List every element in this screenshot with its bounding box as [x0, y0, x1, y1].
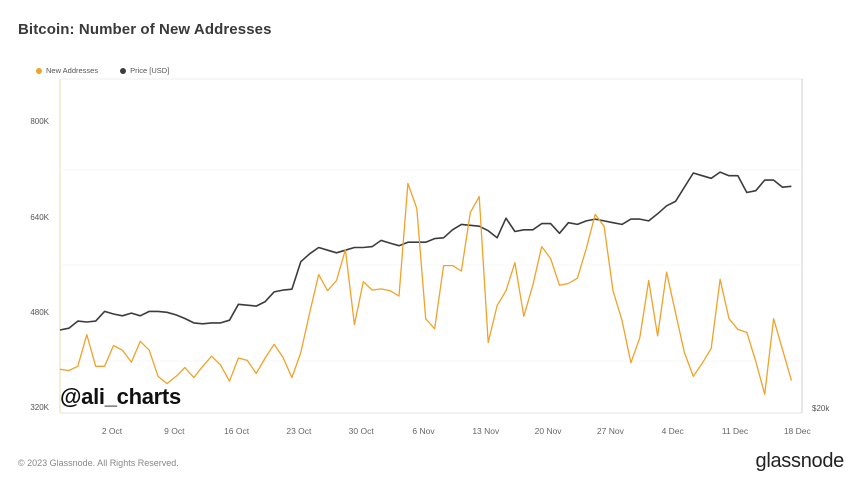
x-tick-label: 13 Nov [472, 426, 500, 436]
legend-label: Price [USD] [130, 66, 170, 75]
x-tick-label: 16 Oct [224, 426, 250, 436]
price-line [59, 171, 792, 331]
x-tick-label: 18 Dec [783, 426, 811, 436]
x-tick-label: 11 Dec [721, 426, 749, 436]
legend-label: New Addresses [46, 66, 99, 75]
legend-dot-icon [120, 67, 127, 74]
x-tick-label: 20 Nov [534, 426, 562, 436]
chart-title: Bitcoin: Number of New Addresses [18, 21, 272, 38]
x-tick-label: 30 Oct [348, 426, 374, 436]
x-tick-label: 9 Oct [164, 426, 185, 436]
glassnode-logo: glassnode [755, 450, 845, 472]
x-tick-label: 2 Oct [101, 426, 123, 436]
copyright-text: © 2023 Glassnode. All Rights Reserved. [18, 458, 179, 468]
x-tick-label: 4 Dec [661, 426, 684, 436]
legend-item-price[interactable]: Price [USD] [120, 66, 169, 75]
x-tick-label: 23 Oct [286, 426, 312, 436]
x-tick-label: 27 Nov [596, 426, 624, 436]
legend-dot-icon [36, 67, 42, 74]
legend-item-new-addresses[interactable]: New Addresses [36, 66, 98, 75]
right-y-tick-label: $20k [812, 404, 830, 413]
y-tick-label: 480K [30, 308, 49, 317]
y-tick-label: 640K [30, 213, 49, 222]
legend: New Addresses Price [USD] [36, 66, 169, 75]
x-tick-label: 6 Nov [412, 426, 435, 436]
y-tick-label: 320K [30, 403, 49, 412]
y-tick-label: 800K [30, 117, 49, 126]
watermark: @ali_charts [60, 384, 181, 409]
new-addresses-line [59, 182, 793, 395]
